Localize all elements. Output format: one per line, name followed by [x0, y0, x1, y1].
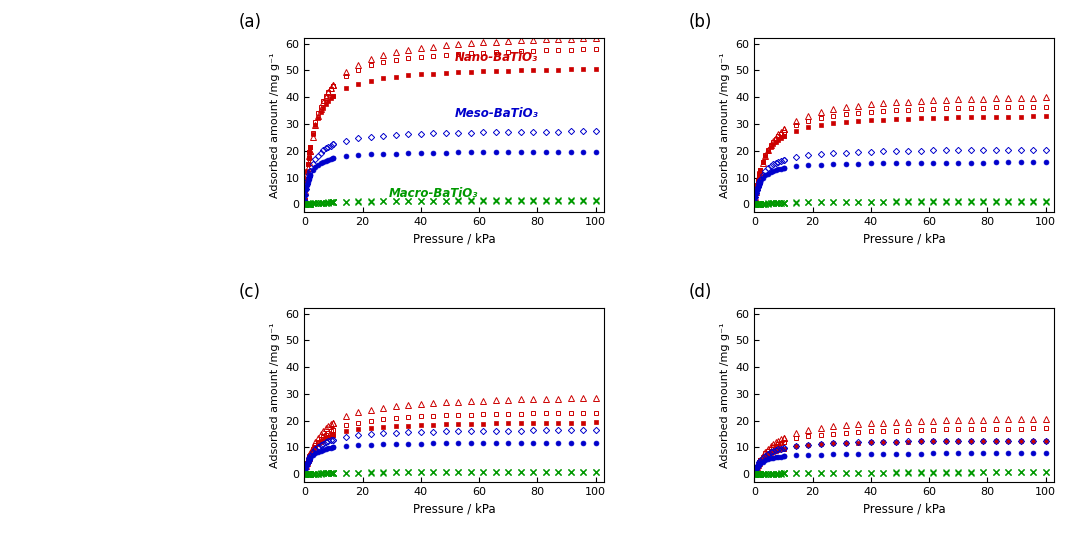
X-axis label: Pressure / kPa: Pressure / kPa: [863, 233, 946, 246]
X-axis label: Pressure / kPa: Pressure / kPa: [413, 503, 496, 516]
Text: (c): (c): [238, 283, 261, 301]
Text: Nano-BaTiO₃: Nano-BaTiO₃: [454, 51, 537, 64]
Y-axis label: Adsorbed amount /mg g⁻¹: Adsorbed amount /mg g⁻¹: [720, 322, 729, 468]
X-axis label: Pressure / kPa: Pressure / kPa: [413, 233, 496, 246]
Text: Macro-BaTiO₃: Macro-BaTiO₃: [388, 187, 478, 200]
Text: Meso-BaTiO₃: Meso-BaTiO₃: [454, 107, 538, 119]
Text: (b): (b): [688, 13, 712, 31]
Y-axis label: Adsorbed amount /mg g⁻¹: Adsorbed amount /mg g⁻¹: [270, 53, 279, 198]
Text: (d): (d): [688, 283, 712, 301]
X-axis label: Pressure / kPa: Pressure / kPa: [863, 503, 946, 516]
Y-axis label: Adsorbed amount /mg g⁻¹: Adsorbed amount /mg g⁻¹: [720, 53, 729, 198]
Y-axis label: Adsorbed amount /mg g⁻¹: Adsorbed amount /mg g⁻¹: [270, 322, 279, 468]
Text: (a): (a): [238, 13, 261, 31]
